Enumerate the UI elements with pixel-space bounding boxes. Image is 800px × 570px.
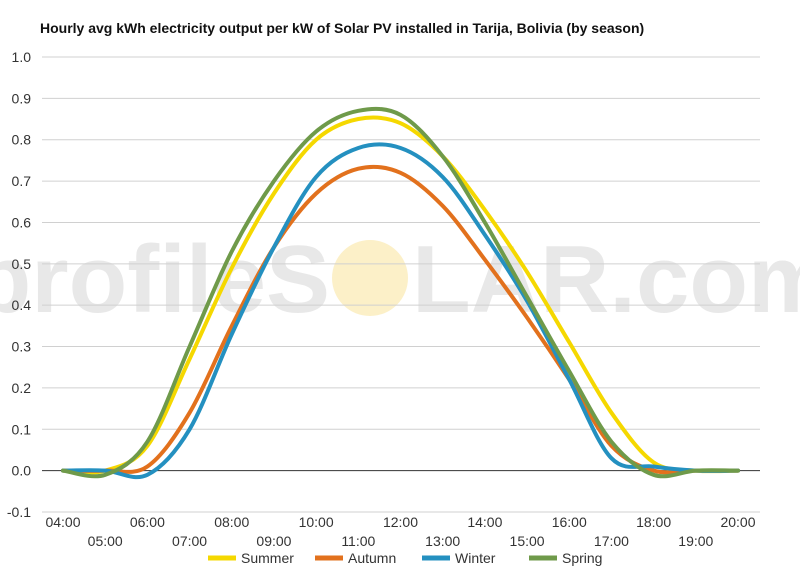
x-tick-label: 04:00 [45, 514, 80, 530]
y-tick-label: 0.9 [12, 90, 32, 106]
x-tick-label: 11:00 [341, 533, 375, 549]
x-tick-label: 09:00 [256, 533, 291, 549]
y-tick-label: 0.3 [12, 339, 32, 355]
y-tick-label: 0.5 [12, 256, 32, 272]
y-tick-label: 1.0 [12, 49, 32, 65]
x-tick-label: 18:00 [636, 514, 671, 530]
y-tick-label: 0.0 [12, 463, 32, 479]
x-tick-label: 13:00 [425, 533, 460, 549]
x-tick-label: 10:00 [299, 514, 334, 530]
x-tick-label: 06:00 [130, 514, 165, 530]
x-tick-label: 19:00 [678, 533, 713, 549]
y-tick-label: 0.7 [12, 173, 32, 189]
x-tick-label: 12:00 [383, 514, 418, 530]
legend-label-summer: Summer [241, 550, 294, 566]
legend-label-winter: Winter [455, 550, 496, 566]
watermark: profileS LAR.com [0, 226, 800, 333]
legend-label-spring: Spring [562, 550, 602, 566]
y-tick-label: 0.4 [12, 297, 32, 313]
y-tick-label: -0.1 [7, 504, 31, 520]
chart-title: Hourly avg kWh electricity output per kW… [40, 20, 644, 36]
x-tick-label: 20:00 [720, 514, 755, 530]
legend-label-autumn: Autumn [348, 550, 396, 566]
x-tick-label: 07:00 [172, 533, 207, 549]
y-tick-label: 0.6 [12, 214, 32, 230]
x-tick-label: 14:00 [467, 514, 502, 530]
legend: Summer Autumn Winter Spring [208, 550, 602, 566]
x-axis: 04:00 05:00 06:00 07:00 08:00 09:00 10:00 11:00… [45, 514, 755, 549]
x-tick-label: 16:00 [552, 514, 587, 530]
x-tick-label: 05:00 [88, 533, 123, 549]
watermark-text-left: profileS [0, 226, 330, 333]
x-tick-label: 15:00 [510, 533, 545, 549]
y-tick-label: 0.1 [12, 421, 32, 437]
y-tick-label: 0.8 [12, 132, 32, 148]
y-tick-label: 0.2 [12, 380, 32, 396]
x-tick-label: 17:00 [594, 533, 629, 549]
watermark-sun [332, 240, 408, 316]
x-tick-label: 08:00 [214, 514, 249, 530]
